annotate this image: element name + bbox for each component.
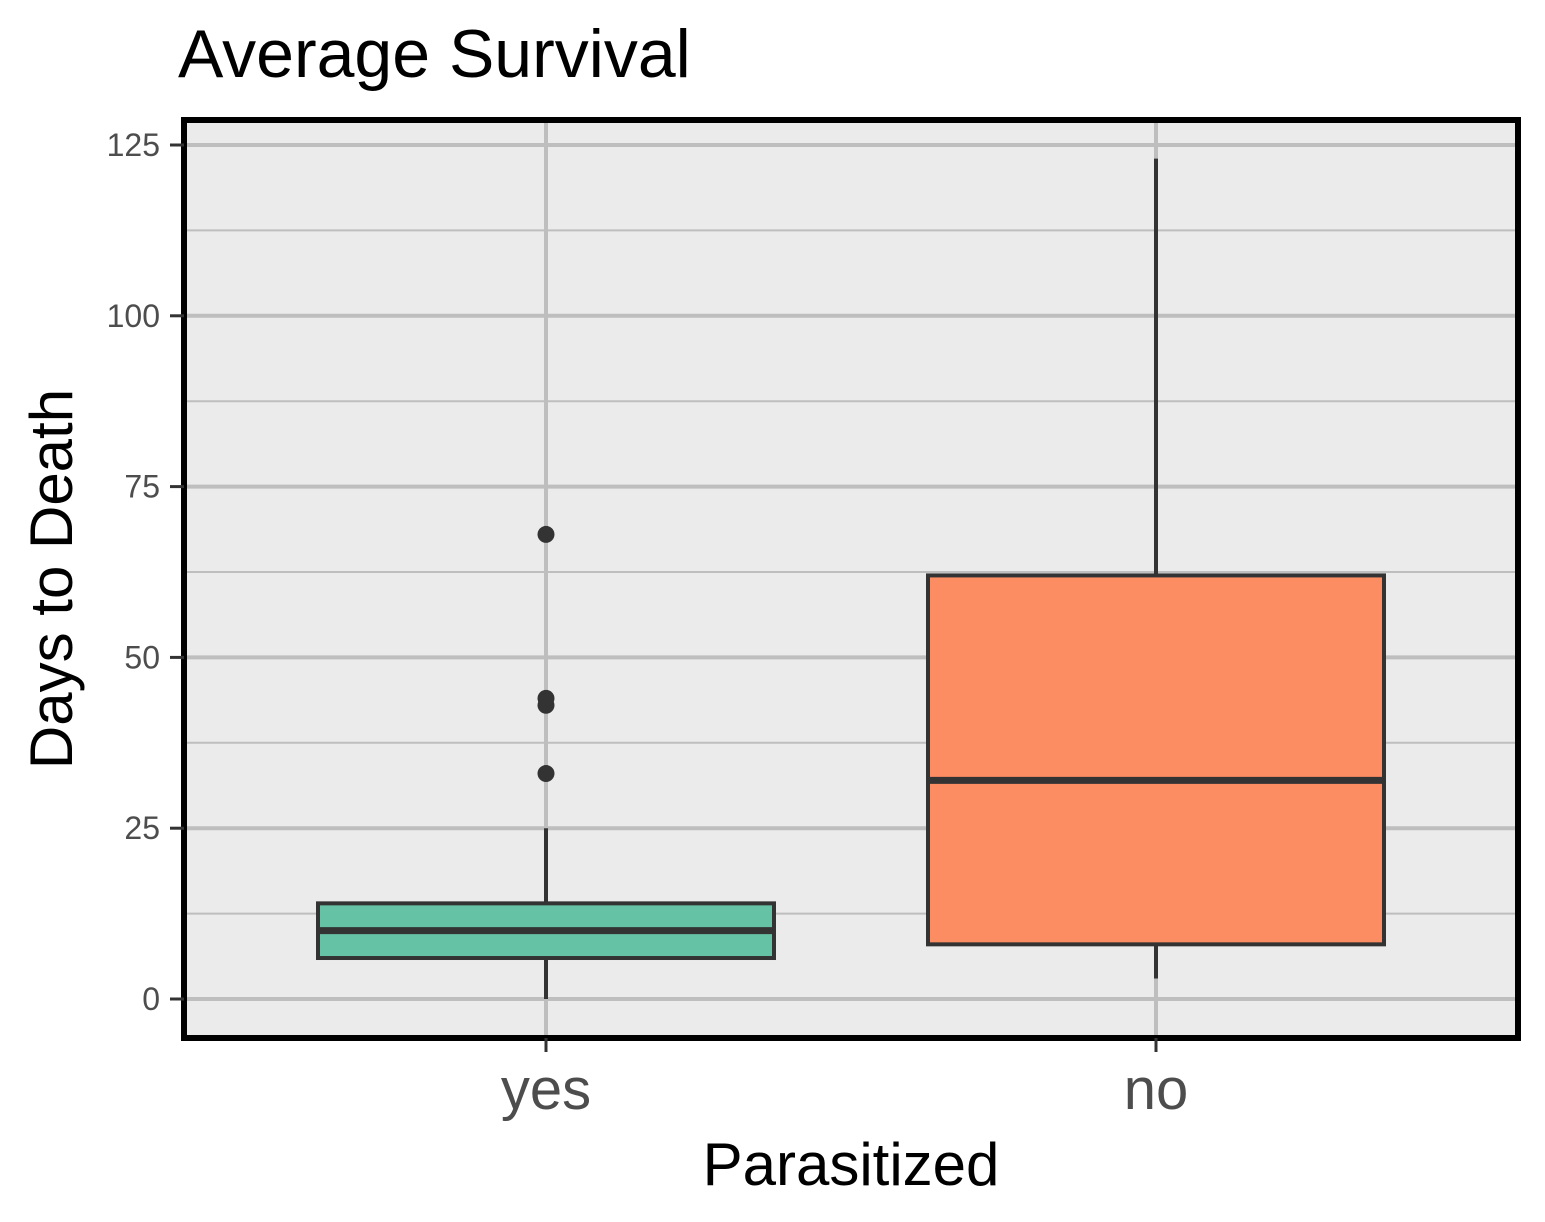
y-tick-label: 25	[124, 810, 160, 846]
y-tick-label: 125	[107, 127, 160, 163]
box-series	[316, 158, 1386, 999]
y-tick-label: 0	[142, 981, 160, 1017]
outlier-point	[537, 765, 555, 783]
box-no	[926, 158, 1386, 979]
box-yes	[316, 525, 776, 999]
y-axis-ticks: 0 25 50 75 100 125	[107, 127, 184, 1017]
y-tick-label: 100	[107, 298, 160, 334]
y-tick-label: 75	[124, 469, 160, 505]
y-axis-title: Days to Death	[18, 389, 85, 769]
y-tick-label: 50	[124, 639, 160, 675]
outlier-point	[537, 525, 555, 543]
panel-border	[181, 117, 1521, 1041]
outlier-point	[537, 689, 555, 707]
chart-title: Average Survival	[178, 16, 691, 92]
x-tick-label: no	[1124, 1057, 1189, 1122]
x-axis-title: Parasitized	[703, 1131, 1000, 1198]
box-iqr	[926, 573, 1386, 947]
x-tick-label: yes	[501, 1057, 591, 1122]
x-axis-ticks: yes no	[501, 1038, 1188, 1122]
